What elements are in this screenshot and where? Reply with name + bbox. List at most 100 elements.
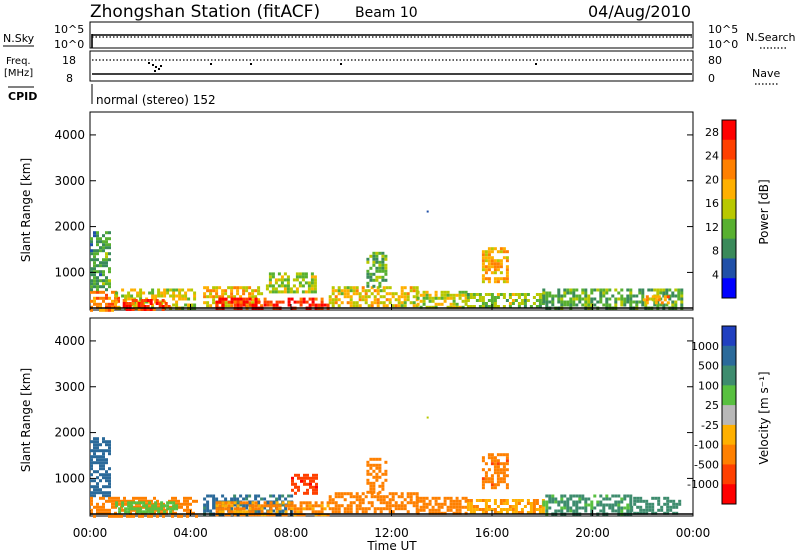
heatmap-cell [590,303,594,307]
heatmap-cell [96,264,99,268]
heatmap-cell [391,504,395,508]
heatmap-cell [369,463,373,467]
heatmap-cell [505,299,509,302]
heatmap-cell [102,246,105,250]
heatmap-cell [203,292,207,296]
colorbar-swatch [722,218,736,240]
heatmap-cell [233,297,237,301]
heatmap-cell [611,294,615,298]
heatmap-cell [320,510,324,514]
heatmap-cell [487,247,491,251]
heatmap-cell [248,292,252,296]
heatmap-cell [111,308,114,312]
heatmap-cell [122,299,126,302]
heatmap-cell [90,279,93,283]
heatmap-cell [626,288,630,292]
heatmap-cell [575,297,579,301]
heatmap-cell [286,281,290,285]
heatmap-cell [108,479,111,483]
nave-tick-bottom: 0 [708,72,715,85]
heatmap-cell [239,507,243,511]
heatmap-cell [304,281,308,285]
heatmap-cell [496,480,500,484]
heatmap-cell [296,300,300,304]
heatmap-cell [370,292,374,296]
heatmap-cell [657,499,661,503]
heatmap-cell [293,513,297,517]
heatmap-cell [484,250,488,254]
heatmap-cell [493,508,497,511]
heatmap-cell [130,504,134,508]
heatmap-cell [382,304,386,308]
heatmap-cell [121,504,125,508]
heatmap-cell [111,290,114,294]
heatmap-cell [455,505,459,509]
heatmap-cell [93,270,96,274]
heatmap-cell [248,301,252,305]
heatmap-cell [388,301,392,305]
heatmap-cell [505,274,509,278]
heatmap-cell [384,269,388,273]
heatmap-cell [309,482,312,486]
heatmap-cell [254,289,258,293]
heatmap-cell [378,260,382,264]
heatmap-cell [472,505,476,508]
heatmap-cell [666,508,670,512]
heatmap-cell [125,305,129,308]
heatmap-cell [186,508,189,512]
heatmap-cell [215,507,219,511]
heatmap-cell [280,281,284,285]
heatmap-cell [382,498,386,502]
heatmap-cell [99,467,102,471]
heatmap-cell [212,298,216,302]
heatmap-cell [96,231,99,235]
heatmap-cell [206,295,210,299]
heatmap-cell [532,302,536,305]
heatmap-cell [487,262,491,266]
heatmap-cell [286,284,290,288]
heatmap-cell [437,505,441,509]
heatmap-cell [416,508,420,512]
heatmap-cell [227,510,231,514]
heatmap-cell [475,505,479,508]
heatmap-cell [403,507,407,511]
heatmap-cell [239,303,243,307]
heatmap-cell [499,453,503,457]
heatmap-cell [651,508,655,512]
heatmap-cell [520,293,524,296]
heatmap-cell [551,294,555,298]
heatmap-cell [378,284,382,288]
heatmap-cell [446,505,450,509]
heatmap-cell [496,462,500,466]
nsky-label: N.Sky [3,32,35,45]
heatmap-cell [602,288,606,292]
heatmap-cell [388,492,392,496]
heatmap-cell [517,511,521,514]
heatmap-cell [251,510,255,514]
heatmap-cell [378,281,382,285]
heatmap-cell [526,502,530,505]
heatmap-cell [599,500,603,504]
heatmap-cell [144,499,147,503]
heatmap-cell [230,286,234,290]
heatmap-cell [370,301,374,305]
heatmap-cell [248,286,252,290]
heatmap-cell [221,510,225,514]
heatmap-cell [484,268,488,272]
heatmap-cell [659,288,663,292]
heatmap-cell [663,298,667,302]
heatmap-cell [378,275,382,279]
heatmap-cell [326,513,330,517]
heatmap-cell [375,457,379,461]
heatmap-cell [677,297,681,301]
heatmap-cell [674,303,678,307]
heatmap-cell [297,488,300,492]
heatmap-cell [437,296,441,300]
heatmap-cell [366,257,370,261]
heatmap-cell [334,504,338,508]
heatmap-cell [449,502,453,506]
heatmap-cell [99,264,102,268]
heatmap-cell [614,494,618,498]
heatmap-cell [620,300,624,304]
freq-panel [89,50,694,82]
